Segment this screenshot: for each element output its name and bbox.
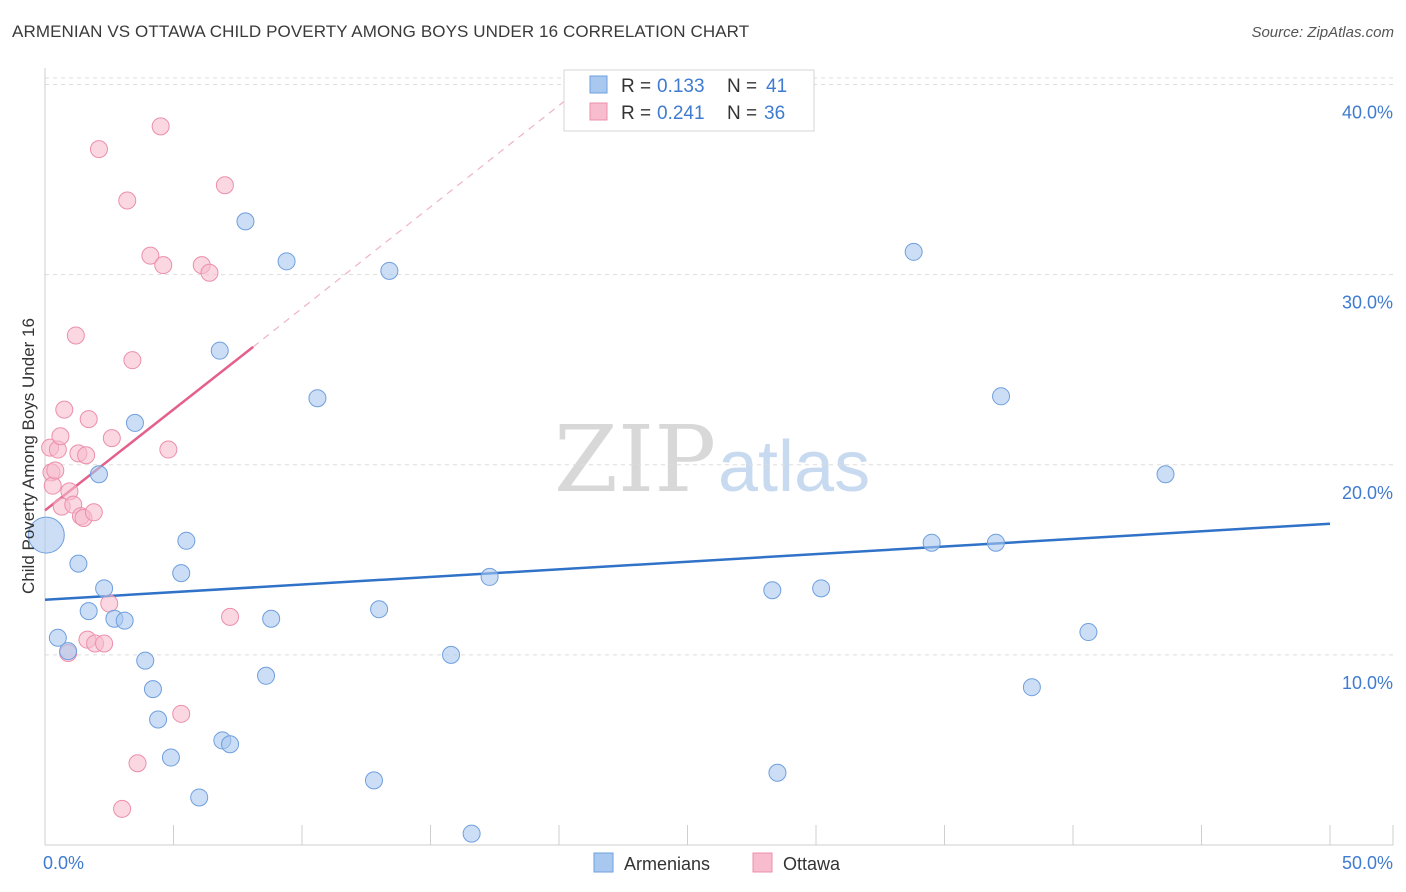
point-armenians: [172, 564, 191, 583]
point-armenians: [1022, 678, 1041, 697]
point-ottawa: [43, 476, 62, 495]
point-armenians: [149, 710, 168, 729]
legend-n-label-armenians: N =: [727, 76, 757, 97]
point-ottawa: [95, 634, 114, 653]
point-ottawa: [100, 594, 119, 613]
watermark: ZIP atlas: [554, 406, 870, 513]
point-armenians: [210, 341, 229, 360]
point-armenians: [904, 242, 923, 261]
axes: 10.0% 20.0% 30.0% 40.0% 0.0% 50.0%: [43, 68, 1394, 873]
point-armenians: [812, 579, 831, 598]
point-armenians: [922, 533, 941, 552]
x-tick-label-max: 50.0%: [1342, 853, 1393, 873]
point-armenians: [59, 642, 78, 661]
point-ottawa: [123, 351, 142, 370]
source-credit: Source: ZipAtlas.com: [1251, 24, 1394, 41]
point-armenians: [380, 261, 399, 280]
point-ottawa: [102, 429, 121, 448]
point-ottawa: [159, 440, 178, 459]
point-armenians: [89, 465, 108, 484]
point-armenians: [992, 387, 1011, 406]
series-legend-swatch-ottawa: [752, 852, 773, 873]
point-ottawa: [172, 704, 191, 723]
legend-swatch-armenians: [589, 75, 608, 94]
point-armenians: [480, 567, 499, 586]
point-armenians: [257, 666, 276, 685]
point-armenians: [1156, 465, 1175, 484]
y-tick-label: 40.0%: [1342, 103, 1393, 123]
point-armenians: [161, 748, 180, 767]
y-axis-label: Child Poverty Among Boys Under 16: [19, 318, 38, 594]
point-armenians: [136, 651, 155, 670]
point-armenians: [236, 212, 255, 231]
legend-r-value-armenians: 0.133: [657, 76, 705, 97]
point-ottawa: [79, 410, 98, 429]
point-ottawa: [89, 140, 108, 159]
legend-r-value-ottawa: 0.241: [657, 103, 705, 124]
legend-swatch-ottawa: [589, 102, 608, 121]
trend-line-ottawa: [44, 345, 254, 512]
y-tick-label: 20.0%: [1342, 483, 1393, 503]
point-armenians: [69, 554, 88, 573]
legend-r-label-armenians: R =: [621, 76, 651, 97]
y-tick-label: 30.0%: [1342, 293, 1393, 313]
point-ottawa: [118, 191, 137, 210]
series-legend-label-armenians: Armenians: [624, 854, 710, 874]
point-ottawa: [51, 427, 70, 446]
y-tick-label: 10.0%: [1342, 673, 1393, 693]
grid: [45, 77, 1393, 656]
point-armenians: [768, 763, 787, 782]
point-armenians: [308, 389, 327, 408]
point-armenians: [462, 824, 481, 843]
point-ottawa: [128, 754, 147, 773]
point-armenians: [262, 609, 281, 628]
point-ottawa: [113, 799, 132, 818]
trend-extension-ottawa: [252, 74, 598, 348]
point-ottawa: [141, 246, 160, 265]
series-legend-label-ottawa: Ottawa: [783, 854, 841, 874]
chart-title: ARMENIAN VS OTTAWA CHILD POVERTY AMONG B…: [12, 22, 750, 41]
point-armenians: [221, 735, 240, 754]
point-armenians: [48, 628, 67, 647]
point-armenians: [763, 581, 782, 600]
point-armenians: [190, 788, 209, 807]
trend-lines: [44, 74, 1331, 601]
point-ottawa: [151, 117, 170, 136]
point-ottawa: [221, 607, 240, 626]
point-armenians: [1079, 623, 1098, 642]
point-ottawa: [200, 263, 219, 282]
point-armenians: [986, 533, 1005, 552]
x-tick-label-min: 0.0%: [43, 853, 84, 873]
legend-n-value-armenians: 41: [766, 76, 787, 97]
point-ottawa: [46, 461, 65, 480]
watermark-zip: ZIP: [554, 406, 716, 513]
point-armenians: [370, 600, 389, 619]
point-ottawa: [55, 400, 74, 419]
series-legend-swatch-armenians: [593, 852, 614, 873]
point-armenians: [442, 645, 461, 664]
data-points: [27, 117, 1175, 843]
point-armenians: [79, 602, 98, 621]
correlation-legend: R = 0.133 N = 41 R = 0.241 N = 36: [563, 69, 815, 132]
point-ottawa: [77, 446, 96, 465]
point-ottawa: [154, 256, 173, 275]
point-armenians: [27, 516, 65, 554]
series-legend: Armenians Ottawa: [593, 852, 841, 874]
legend-n-value-ottawa: 36: [764, 103, 785, 124]
point-armenians: [115, 611, 134, 630]
legend-n-label-ottawa: N =: [727, 103, 757, 124]
point-ottawa: [66, 326, 85, 345]
point-armenians: [277, 252, 296, 271]
point-armenians: [143, 680, 162, 699]
point-ottawa: [84, 503, 103, 522]
legend-r-label-ottawa: R =: [621, 103, 651, 124]
point-armenians: [125, 413, 144, 432]
point-armenians: [95, 579, 114, 598]
point-armenians: [177, 531, 196, 550]
point-ottawa: [215, 176, 234, 195]
point-armenians: [364, 771, 383, 790]
trend-line-armenians: [44, 522, 1331, 601]
watermark-atlas: atlas: [718, 427, 870, 507]
